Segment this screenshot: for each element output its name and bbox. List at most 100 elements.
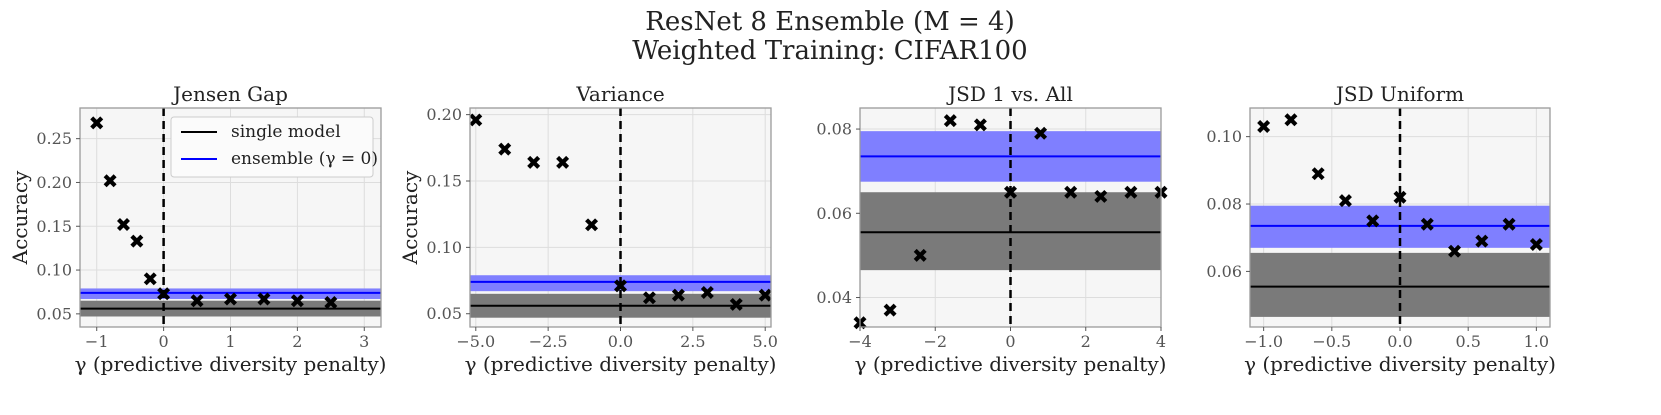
legend-ensemble-label: ensemble (γ = 0) [231,149,378,169]
data-point [1257,120,1271,134]
data-point-stroke [1393,190,1407,204]
data-point-stroke [556,155,570,169]
x-tick-label: −1.0 [1244,332,1283,351]
x-axis-label: γ (predictive diversity penalty) [465,352,777,376]
data-point [1502,217,1516,231]
data-point-stroke [1004,185,1017,199]
x-tick-label: 2 [292,332,302,351]
y-tick-label: 0.10 [1206,127,1242,146]
data-point-stroke [498,142,512,156]
y-tick-label: 0.06 [816,204,852,223]
data-point [224,292,237,306]
data-point-stroke [758,288,772,302]
chart-panel-1: −1 0 1 2 3 0.05 0.10 0.15 0.20 0.25 Jensen Gap γ (p… [8,82,386,376]
y-tick-label: 0.08 [1206,195,1242,214]
data-point-stroke [671,288,685,302]
x-tick-label: −5.0 [456,332,495,351]
x-axis-label: γ (predictive diversity penalty) [1244,352,1556,376]
data-point-stroke [1502,217,1516,231]
data-point [143,272,157,286]
chart-panel-3: −4 −2 0 2 4 0.04 0.06 0.08 JSD 1 vs. All γ (predi… [816,82,1168,376]
panel-title: JSD Uniform [1334,82,1464,106]
data-point-stroke [143,272,157,286]
data-point [614,279,627,293]
data-point [1284,113,1298,127]
data-point-stroke [1034,126,1048,140]
data-point [883,303,897,317]
data-point-stroke [130,234,144,248]
y-axis-label: Accuracy [398,170,422,265]
y-tick-label: 0.08 [816,120,852,139]
data-point [324,295,338,309]
data-point [1448,244,1462,258]
y-tick-label: 0.10 [426,238,462,257]
data-point-stroke [1338,194,1352,208]
data-point [527,155,541,169]
data-point [290,294,304,308]
x-tick-label: 2.5 [680,332,705,351]
data-point-stroke [1475,234,1489,248]
data-point [190,294,204,308]
data-point [130,234,144,248]
data-point [943,114,957,128]
panel-title: JSD 1 vs. All [946,82,1073,106]
x-tick-label: 0.5 [1455,332,1480,351]
y-tick-label: 0.05 [426,304,462,323]
x-tick-label: 0 [1005,332,1015,351]
data-point-stroke [1124,185,1138,199]
plot-area [860,108,1161,327]
x-tick-label: 1.0 [1524,332,1549,351]
data-point [973,118,987,132]
x-axis-label: γ (predictive diversity penalty) [75,352,387,376]
legend: single model ensemble (γ = 0) [170,116,378,178]
data-point-stroke [527,155,541,169]
x-axis-label: γ (predictive diversity penalty) [855,352,1167,376]
data-point [556,155,570,169]
data-point-stroke [257,292,271,306]
chart-panel-2: −5.0 −2.5 0.0 2.5 5.0 0.05 0.10 0.15 0.20 Varianc… [398,82,778,376]
y-tick-label: 0.10 [36,261,72,280]
y-tick-label: 0.04 [816,288,852,307]
data-point [700,286,714,299]
data-point-stroke [1420,217,1434,231]
x-tick-label: 0.0 [608,332,633,351]
x-tick-label: −4 [848,332,872,351]
data-point-stroke [1284,113,1298,127]
data-point [116,218,130,231]
x-tick-label: 2 [1081,332,1091,351]
y-tick-label: 0.20 [426,105,462,124]
data-point [1004,185,1017,199]
chart-panel-4: −1.0 −0.5 0.0 0.5 1.0 0.06 0.08 0.10 JSD Uniform… [1206,82,1556,376]
y-tick-label: 0.06 [1206,262,1242,281]
plot-area [80,108,381,327]
data-point [157,287,171,301]
data-point [1529,237,1543,251]
y-tick-label: 0.05 [36,304,72,323]
data-point-stroke [1448,244,1462,258]
data-point [729,297,743,311]
x-tick-label: 0 [159,332,169,351]
data-point [103,174,117,188]
figure-title-line1: ResNet 8 Ensemble (M = 4) [645,7,1014,37]
data-point-stroke [943,114,957,128]
data-point [1420,217,1434,231]
data-point [1393,190,1407,204]
data-point [1034,126,1048,140]
data-point [671,288,685,302]
data-point [1124,185,1138,199]
x-tick-label: −2 [923,332,947,351]
data-point [1311,167,1325,181]
data-point-stroke [700,286,714,299]
y-tick-label: 0.25 [36,129,72,148]
data-point [1338,194,1352,208]
data-point [1366,214,1380,228]
data-point-stroke [116,218,130,231]
data-point [1094,189,1108,203]
data-point [1475,234,1489,248]
data-point [498,142,512,156]
data-point [469,113,483,127]
data-point [1064,185,1078,199]
x-tick-label: 4 [1156,332,1166,351]
data-point-stroke [614,279,627,293]
